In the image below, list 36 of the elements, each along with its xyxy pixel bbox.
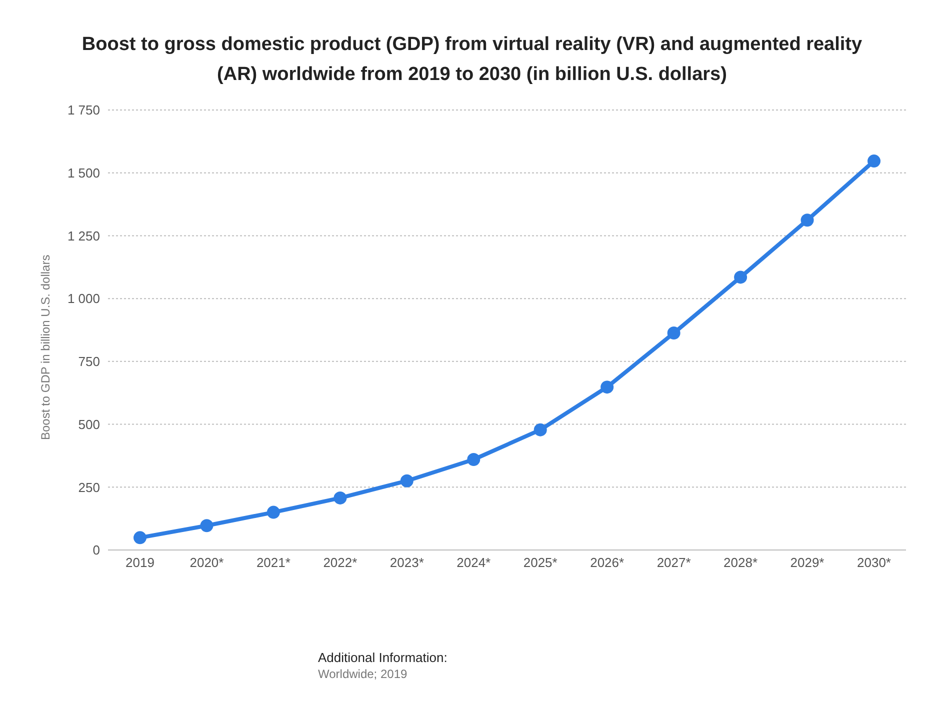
y-tick-label: 1 250 (67, 228, 100, 244)
chart-title: Boost to gross domestic product (GDP) from virtual reality (VR) and augmented reality (AR) worldwide from 2019 to 2030 (in billion U.S. dollars) (80, 33, 864, 87)
x-tick-label: 2024* (456, 555, 491, 570)
point (266, 506, 280, 519)
x-tick-label: 2028* (724, 555, 758, 570)
x-tick-label: 2022* (323, 555, 358, 570)
text: Worldwide; 2019 (318, 666, 408, 682)
y-tick-label: 1 000 (67, 291, 100, 306)
point (600, 380, 614, 394)
y-axis-title: Boost to GDP in billion U.S. dollars (38, 254, 52, 440)
text: Additional Information: (318, 650, 448, 666)
y-tick-label: 750 (78, 354, 100, 370)
x-tick-label: 2025* (523, 555, 558, 570)
x-tick-label: 2019 (126, 555, 154, 570)
x-tick-label: 2026* (590, 555, 624, 570)
point (134, 531, 146, 544)
x-tick-label: 2030* (857, 555, 891, 570)
y-tick-label: 0 (92, 542, 100, 558)
point (467, 452, 480, 466)
y-tick-label: 250 (78, 480, 100, 495)
x-tick-label: 2029* (790, 555, 824, 570)
y-tick-label: 500 (78, 416, 100, 432)
point (200, 519, 214, 532)
point (534, 423, 547, 436)
x-tick-label: 2021* (256, 555, 290, 570)
point (868, 154, 880, 168)
point (667, 326, 680, 340)
y-tick-label: 1 500 (67, 165, 100, 180)
x-tick-label: 2020* (190, 555, 224, 570)
point (400, 474, 414, 488)
point (800, 214, 814, 227)
y-tick-label: 1 750 (67, 102, 100, 118)
point (334, 491, 347, 504)
x-tick-label: 2023* (390, 555, 424, 570)
point (734, 270, 748, 284)
x-tick-label: 2027* (656, 555, 691, 570)
